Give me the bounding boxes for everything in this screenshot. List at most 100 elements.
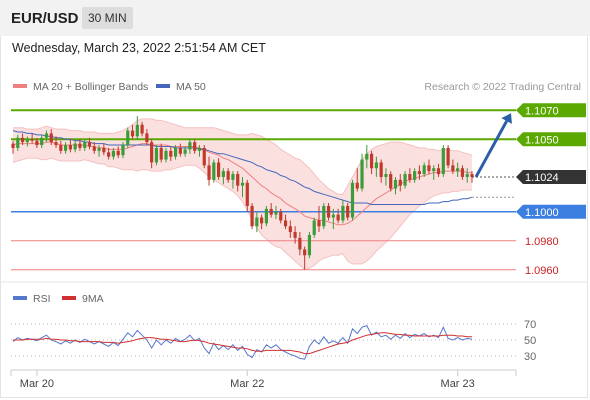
candle-body [288, 226, 292, 233]
symbol-label: EUR/USD [11, 10, 79, 27]
candle-body [54, 142, 58, 146]
bollinger-lower-line [12, 157, 472, 271]
current-price-label: 1.1024 [525, 172, 559, 184]
candle-body [456, 168, 460, 172]
candle-body [202, 147, 206, 166]
ma50-legend-label: MA 50 [176, 81, 206, 93]
candle-body [255, 217, 259, 227]
candle-body [216, 162, 221, 177]
level-label-1.1000: 1.1000 [525, 207, 559, 219]
candle-body [126, 130, 130, 146]
rsi-ma-line [13, 332, 472, 355]
candle-body [245, 182, 249, 206]
candle-body [92, 146, 96, 151]
candle-body [451, 165, 455, 172]
candle-body [250, 205, 254, 227]
candle-body [16, 137, 20, 148]
candle-body [436, 168, 441, 175]
candle-body [159, 147, 163, 160]
candle-body [212, 162, 216, 180]
candle-body [49, 133, 53, 143]
candle-body [427, 165, 431, 172]
rsi-tick-70: 70 [524, 319, 536, 331]
candle-body [207, 165, 211, 180]
candle-body [40, 137, 44, 146]
candle-body [44, 133, 49, 138]
ma20-legend-label: MA 20 + Bollinger Bands [33, 81, 148, 93]
candle-body [326, 205, 331, 218]
candle-body [360, 159, 364, 189]
timeframe-badge[interactable]: 30 MIN [82, 7, 133, 29]
candle-body [384, 174, 388, 177]
forecast-arrow-shaft [474, 120, 508, 178]
candle-body [389, 174, 393, 189]
candle-body [465, 174, 469, 177]
candle-body [341, 205, 345, 221]
level-label-1.1050: 1.1050 [525, 134, 559, 146]
candle-body [73, 143, 77, 150]
candle-body [140, 124, 144, 134]
candle-body [183, 149, 187, 154]
candle-body [145, 133, 149, 143]
forecast-arrow-head [501, 113, 512, 124]
candle-body [374, 162, 378, 169]
candle-body [346, 205, 350, 218]
candle-body [135, 124, 139, 137]
candle-body [365, 153, 369, 160]
rsi-legend-label: RSI [33, 293, 51, 305]
candle-body [178, 147, 182, 154]
candle-body [269, 208, 273, 215]
candle-body [413, 171, 417, 180]
candle-body [350, 182, 355, 218]
bollinger-upper-line [13, 118, 473, 195]
level-label-1.0980: 1.0980 [525, 236, 559, 248]
candle-body [279, 211, 283, 221]
candle-body [322, 205, 326, 227]
candle-body [298, 237, 302, 250]
level-tag-1.1070 [516, 103, 586, 118]
candle-body [226, 171, 230, 180]
timestamp: Wednesday, March 23, 2022 2:51:54 AM CET [12, 41, 266, 55]
candle-body [169, 150, 173, 157]
x-tick-label: Mar 22 [230, 378, 264, 390]
candle-body [130, 130, 135, 137]
level-label-1.0960: 1.0960 [525, 265, 559, 277]
rsi-line [12, 324, 473, 360]
candle-body [312, 220, 316, 235]
level-tag-1.1050 [516, 132, 586, 147]
x-tick-label: Mar 20 [20, 378, 54, 390]
candle-body [25, 139, 29, 143]
candle-body [441, 147, 445, 175]
candle-body [355, 182, 359, 189]
candle-body [307, 234, 312, 256]
x-tick-label: Mar 23 [441, 378, 475, 390]
candle-body [87, 142, 92, 147]
candle-body [417, 171, 422, 175]
candle-body [111, 150, 116, 157]
candle-body [446, 147, 450, 166]
candle-body [35, 140, 39, 146]
candle-body [460, 168, 465, 177]
candle-body [107, 152, 111, 157]
candle-body [221, 171, 225, 177]
candle-body [83, 142, 87, 148]
candle-body [260, 217, 264, 224]
candle-body [236, 174, 240, 186]
candle-body [59, 145, 63, 151]
candle-body [188, 142, 192, 150]
candle-body [150, 142, 154, 163]
candle-body [393, 179, 398, 189]
level-label-1.1070: 1.1070 [525, 105, 559, 117]
candle-body [432, 168, 436, 172]
candle-body [398, 179, 402, 186]
candle-body [11, 143, 15, 148]
candle-body [379, 162, 383, 177]
candle-body [121, 145, 125, 156]
candle-body [154, 147, 159, 163]
candle-body [68, 145, 72, 150]
candle-body [164, 150, 168, 160]
candle-body [78, 143, 82, 148]
current-price-tag [516, 169, 586, 184]
candle-body [293, 232, 297, 238]
